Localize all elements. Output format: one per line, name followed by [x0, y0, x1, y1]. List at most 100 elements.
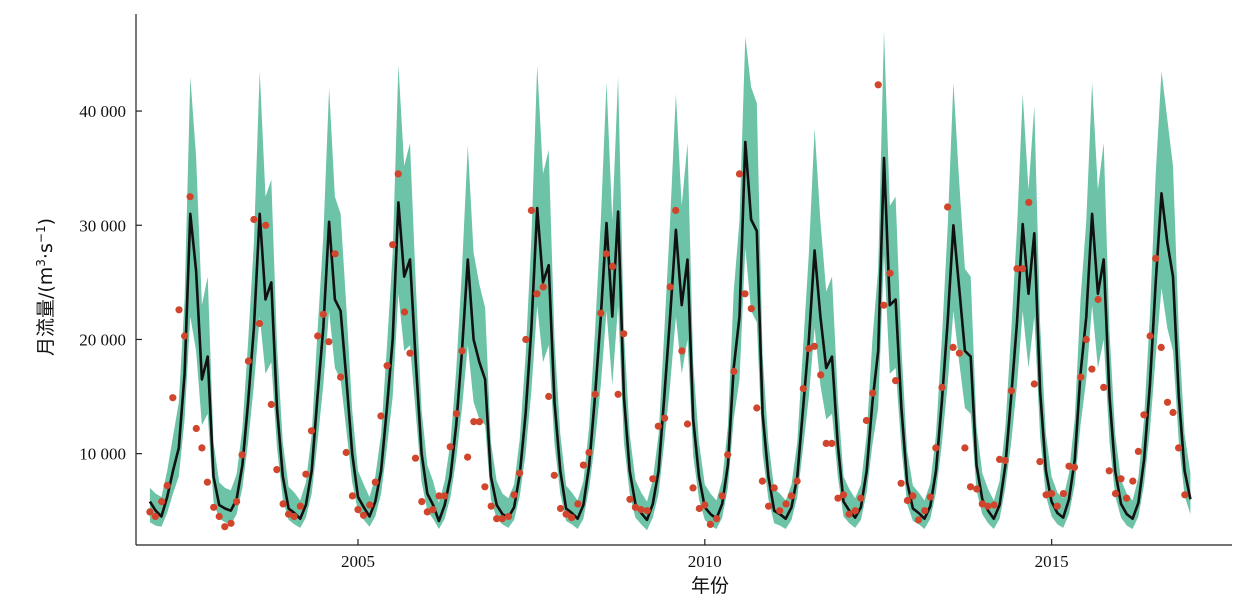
uncertainty-band [149, 31, 1191, 531]
observed-point [493, 515, 501, 523]
observed-point [753, 404, 761, 412]
observed-point [1111, 490, 1120, 498]
observed-point [550, 471, 558, 479]
observed-point [713, 515, 721, 523]
observed-point [799, 385, 807, 393]
observed-point [325, 338, 333, 346]
observed-point [938, 383, 946, 391]
observed-point [724, 451, 732, 459]
observed-point [1163, 398, 1172, 406]
observed-point [921, 507, 929, 515]
observed-point [452, 410, 461, 418]
observed-point [574, 500, 582, 508]
band-area [149, 31, 1191, 531]
observed-point [897, 479, 905, 487]
observed-point [441, 492, 449, 500]
observed-point [169, 394, 177, 402]
observed-point [949, 343, 957, 351]
observed-point [973, 485, 981, 493]
observed-point [1175, 444, 1183, 452]
observed-point [1070, 463, 1079, 471]
observed-point [1030, 380, 1038, 388]
observed-point [955, 349, 964, 357]
observed-point [1053, 502, 1061, 510]
observed-point [828, 439, 836, 447]
y-axis-title: 月流量/(m3·s−1) [34, 218, 57, 356]
observed-point [238, 451, 246, 459]
observed-point [678, 347, 686, 355]
observed-point [909, 492, 917, 500]
observed-point [1036, 458, 1044, 466]
axes [135, 14, 1232, 546]
y-axis-title-sup2: −1 [34, 225, 48, 243]
observed-point [314, 332, 322, 340]
observed-point [683, 420, 692, 428]
observed-point [874, 81, 882, 89]
observed-point [250, 215, 258, 224]
y-axis-title-mid: ·s [35, 243, 57, 259]
observed-point [464, 453, 472, 461]
observed-point [504, 512, 513, 521]
observed-point [319, 310, 327, 318]
observed-point [221, 523, 229, 531]
observed-point [886, 269, 894, 277]
observed-point [839, 491, 848, 499]
observed-point [1042, 491, 1050, 499]
observed-point [539, 283, 547, 291]
observed-point [279, 500, 287, 508]
observed-point [810, 342, 819, 350]
observed-point [1077, 373, 1085, 381]
observed-point [765, 502, 773, 510]
observed-point [996, 455, 1004, 463]
observed-point [337, 373, 345, 381]
observed-point [1001, 456, 1009, 465]
observed-point [210, 503, 218, 511]
observed-point [793, 477, 801, 485]
observed-point [1018, 265, 1027, 273]
y-axis-title-sup1: 3 [34, 259, 48, 267]
observed-point [978, 500, 986, 508]
observed-point [695, 504, 703, 513]
observed-point [614, 390, 622, 398]
observed-point [851, 507, 859, 515]
observed-point [1065, 462, 1073, 470]
simulated-series [148, 140, 1192, 523]
observed-point [527, 206, 536, 214]
observed-point [1007, 387, 1016, 395]
observed-point [423, 508, 431, 516]
observed-point [805, 345, 813, 353]
observed-point [1140, 411, 1148, 419]
observed-point [880, 301, 888, 309]
y-axis-title-main: 月流量/(m [35, 267, 57, 356]
observed-point [984, 502, 992, 510]
observed-point [262, 221, 270, 229]
observed-point [776, 507, 784, 515]
observed-point [869, 389, 877, 397]
y-tick-label: 30 000 [79, 216, 126, 235]
observed-point [359, 511, 368, 519]
observed-point [198, 444, 206, 452]
observed-point [597, 309, 605, 317]
observed-point [348, 492, 356, 500]
observed-point [1105, 467, 1113, 475]
observed-point [1169, 408, 1177, 417]
observed-point [446, 443, 454, 451]
observed-point [192, 424, 200, 433]
observed-point [290, 512, 298, 521]
observed-point [701, 501, 709, 509]
observed-point [1025, 198, 1033, 206]
observed-point [626, 495, 634, 503]
observed-point [227, 519, 235, 527]
observed-point [458, 347, 466, 355]
observed-point [631, 503, 640, 511]
observed-point [758, 477, 767, 485]
observed-point [186, 193, 194, 201]
x-axis-title: 年份 [691, 575, 729, 597]
observed-point [654, 422, 662, 430]
observed-point [273, 466, 281, 474]
observed-point [342, 448, 350, 457]
observed-point [1181, 491, 1189, 499]
observed-point [1129, 477, 1137, 485]
observed-point [394, 170, 402, 178]
observed-point [770, 484, 778, 492]
